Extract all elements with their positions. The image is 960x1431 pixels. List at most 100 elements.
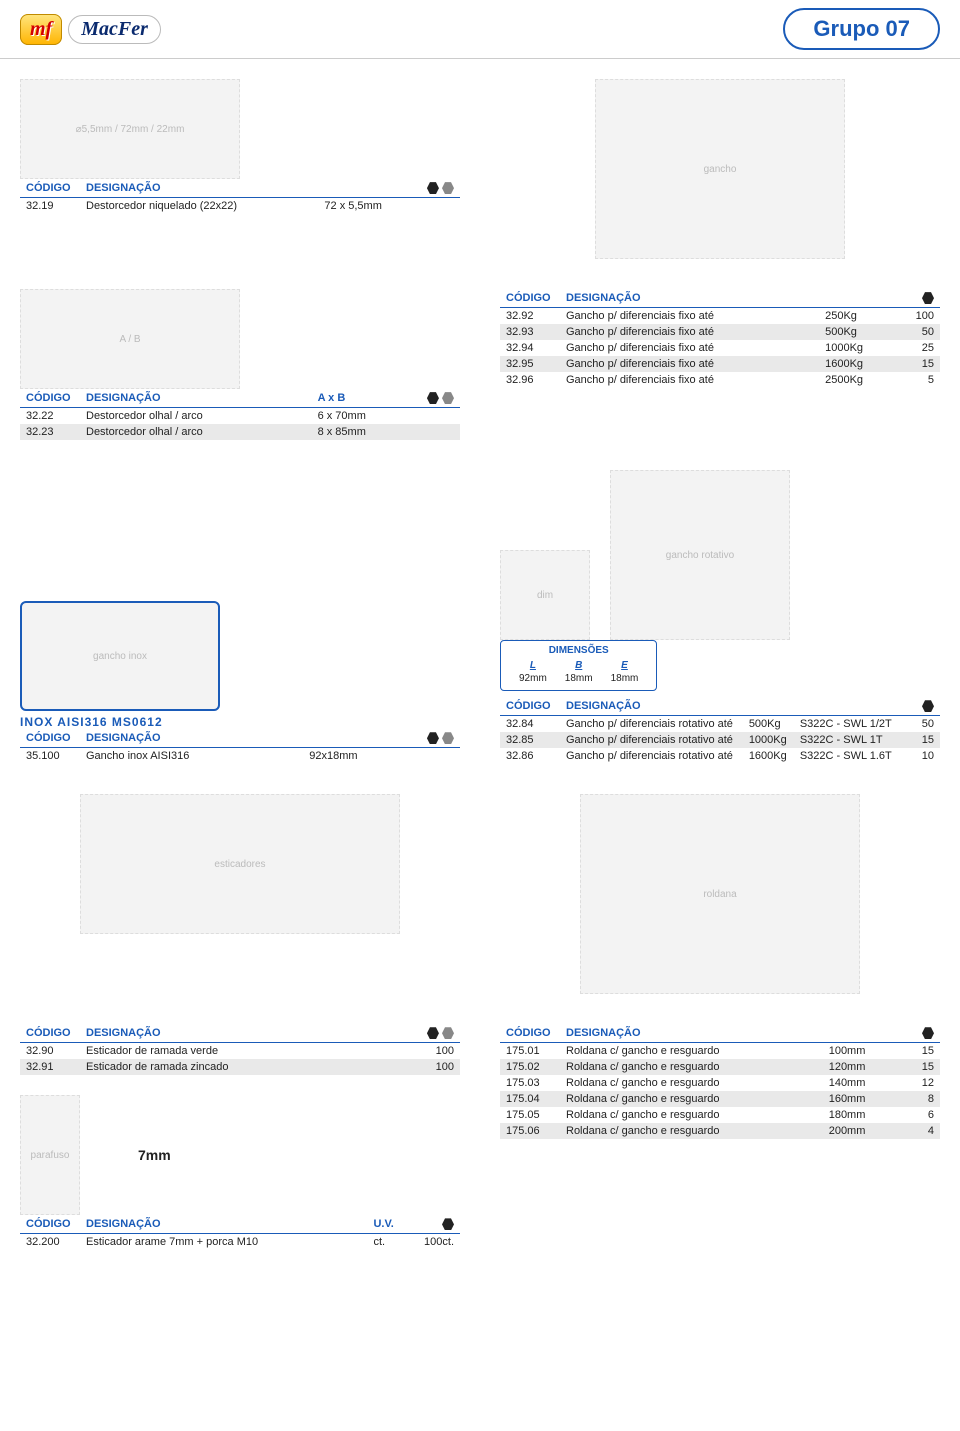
cell-qty: 50 bbox=[900, 716, 940, 733]
col-uv: U.V. bbox=[367, 1215, 418, 1234]
table-row: 32.92Gancho p/ diferenciais fixo até250K… bbox=[500, 308, 940, 325]
table-row: 32.84Gancho p/ diferenciais rotativo até… bbox=[500, 716, 940, 733]
table-row: 175.05Roldana c/ gancho e resguardo180mm… bbox=[500, 1107, 940, 1123]
dim-v: 18mm bbox=[557, 673, 601, 684]
cell-cap: 1000Kg bbox=[743, 732, 794, 748]
hex-icon bbox=[922, 1027, 934, 1039]
cell-size: 120mm bbox=[823, 1059, 900, 1075]
cell-cap: 500Kg bbox=[819, 324, 900, 340]
col-codigo: CÓDIGO bbox=[20, 1215, 80, 1234]
col-designacao: DESIGNAÇÃO bbox=[560, 1024, 900, 1043]
section-roldana-img: roldana bbox=[500, 794, 940, 994]
cell- bbox=[420, 198, 460, 215]
cell-code: 175.02 bbox=[500, 1059, 560, 1075]
hex-icon bbox=[442, 182, 454, 194]
logo-badge: mf bbox=[20, 14, 62, 45]
cell-desc: Gancho p/ diferenciais fixo até bbox=[560, 372, 819, 388]
cell-size: 8 x 85mm bbox=[312, 424, 420, 440]
cell-qty: 100ct. bbox=[418, 1234, 460, 1251]
cell-qty: 10 bbox=[900, 748, 940, 764]
table-row: 32.90Esticador de ramada verde100 bbox=[20, 1043, 460, 1060]
col-codigo: CÓDIGO bbox=[500, 1024, 560, 1043]
cell-size: 72 x 5,5mm bbox=[318, 198, 420, 215]
table-row: 32.19Destorcedor niquelado (22x22)72 x 5… bbox=[20, 198, 460, 215]
table-esticador-arame: CÓDIGO DESIGNAÇÃO U.V. 32.200Esticador a… bbox=[20, 1215, 460, 1250]
cell-code: 175.06 bbox=[500, 1123, 560, 1139]
inox-label: INOX AISI316 MS0612 bbox=[20, 715, 460, 729]
col-designacao: DESIGNAÇÃO bbox=[80, 1024, 420, 1043]
cell-qty: 100 bbox=[420, 1043, 460, 1060]
cell-size: 92x18mm bbox=[303, 748, 420, 765]
cell-desc: Gancho p/ diferenciais fixo até bbox=[560, 340, 819, 356]
product-image: parafuso bbox=[20, 1095, 80, 1215]
dim-h: E bbox=[603, 660, 647, 671]
cell-spec: S322C - SWL 1.6T bbox=[794, 748, 900, 764]
cell-desc: Roldana c/ gancho e resguardo bbox=[560, 1107, 823, 1123]
cell-code: 175.03 bbox=[500, 1075, 560, 1091]
cell-qty: 15 bbox=[900, 356, 940, 372]
dim-v: 18mm bbox=[603, 673, 647, 684]
cell-desc: Roldana c/ gancho e resguardo bbox=[560, 1059, 823, 1075]
table-gancho-rot: CÓDIGO DESIGNAÇÃO 32.84Gancho p/ diferen… bbox=[500, 697, 940, 764]
cell-qty: 12 bbox=[900, 1075, 940, 1091]
product-image: esticadores bbox=[80, 794, 400, 934]
page-header: mf MacFer Grupo 07 bbox=[0, 0, 960, 59]
table-row: 175.03Roldana c/ gancho e resguardo140mm… bbox=[500, 1075, 940, 1091]
cell-size: 140mm bbox=[823, 1075, 900, 1091]
section-gancho-fixo: CÓDIGO DESIGNAÇÃO 32.92Gancho p/ diferen… bbox=[500, 289, 940, 440]
logo-mf: mf bbox=[30, 18, 52, 41]
product-diagram: dim bbox=[500, 550, 590, 640]
hex-icon bbox=[442, 392, 454, 404]
hex-icon bbox=[442, 732, 454, 744]
cell-desc: Roldana c/ gancho e resguardo bbox=[560, 1091, 823, 1107]
hex-icon bbox=[427, 732, 439, 744]
col-designacao: DESIGNAÇÃO bbox=[560, 289, 900, 308]
cell-code: 32.200 bbox=[20, 1234, 80, 1251]
dim-table: LBE 92mm18mm18mm bbox=[509, 658, 648, 686]
table-row: 175.06Roldana c/ gancho e resguardo200mm… bbox=[500, 1123, 940, 1139]
col-codigo: CÓDIGO bbox=[20, 1024, 80, 1043]
table-row: 35.100Gancho inox AISI31692x18mm bbox=[20, 748, 460, 765]
cell-desc: Esticador de ramada verde bbox=[80, 1043, 420, 1060]
cell-code: 32.90 bbox=[20, 1043, 80, 1060]
hex-icon bbox=[427, 392, 439, 404]
col-designacao: DESIGNAÇÃO bbox=[80, 729, 420, 748]
cell-cap: 1600Kg bbox=[743, 748, 794, 764]
cell-desc: Roldana c/ gancho e resguardo bbox=[560, 1123, 823, 1139]
cell-qty: 15 bbox=[900, 732, 940, 748]
hex-icon bbox=[922, 292, 934, 304]
cell-desc: Esticador de ramada zincado bbox=[80, 1059, 420, 1075]
table-row: 175.02Roldana c/ gancho e resguardo120mm… bbox=[500, 1059, 940, 1075]
cell-code: 175.05 bbox=[500, 1107, 560, 1123]
table-row: 32.96Gancho p/ diferenciais fixo até2500… bbox=[500, 372, 940, 388]
table-row: 175.01Roldana c/ gancho e resguardo100mm… bbox=[500, 1043, 940, 1060]
cell-code: 32.91 bbox=[20, 1059, 80, 1075]
cell-desc: Gancho p/ diferenciais rotativo até bbox=[560, 748, 743, 764]
product-image: A / B bbox=[20, 289, 240, 389]
cell-desc: Gancho p/ diferenciais fixo até bbox=[560, 308, 819, 325]
cell-spec: S322C - SWL 1T bbox=[794, 732, 900, 748]
cell-qty: 5 bbox=[900, 372, 940, 388]
logo-wrap: mf MacFer bbox=[20, 14, 161, 45]
cell-qty: 100 bbox=[900, 308, 940, 325]
cell-desc: Destorcedor olhal / arco bbox=[80, 408, 312, 425]
cell-cap: 2500Kg bbox=[819, 372, 900, 388]
page-content: ⌀5,5mm / 72mm / 22mm CÓDIGO DESIGNAÇÃO 3… bbox=[0, 59, 960, 1300]
cell-code: 32.93 bbox=[500, 324, 560, 340]
dim-title: DIMENSÕES bbox=[509, 645, 648, 656]
cell-desc: Gancho p/ diferenciais fixo até bbox=[560, 324, 819, 340]
table-row: 32.23Destorcedor olhal / arco8 x 85mm bbox=[20, 424, 460, 440]
hex-icon bbox=[442, 1027, 454, 1039]
product-image: gancho bbox=[595, 79, 845, 259]
table-row: 32.86Gancho p/ diferenciais rotativo até… bbox=[500, 748, 940, 764]
section-destorcedor-niq: ⌀5,5mm / 72mm / 22mm CÓDIGO DESIGNAÇÃO 3… bbox=[20, 79, 460, 259]
cell-desc: Gancho inox AISI316 bbox=[80, 748, 303, 765]
col-codigo: CÓDIGO bbox=[20, 179, 80, 198]
col-designacao: DESIGNAÇÃO bbox=[80, 179, 420, 198]
cell-desc: Roldana c/ gancho e resguardo bbox=[560, 1043, 823, 1060]
cell-cap: 1000Kg bbox=[819, 340, 900, 356]
cell-qty: 100 bbox=[420, 1059, 460, 1075]
cell-code: 32.84 bbox=[500, 716, 560, 733]
cell-desc: Gancho p/ diferenciais fixo até bbox=[560, 356, 819, 372]
cell-cap: 1600Kg bbox=[819, 356, 900, 372]
